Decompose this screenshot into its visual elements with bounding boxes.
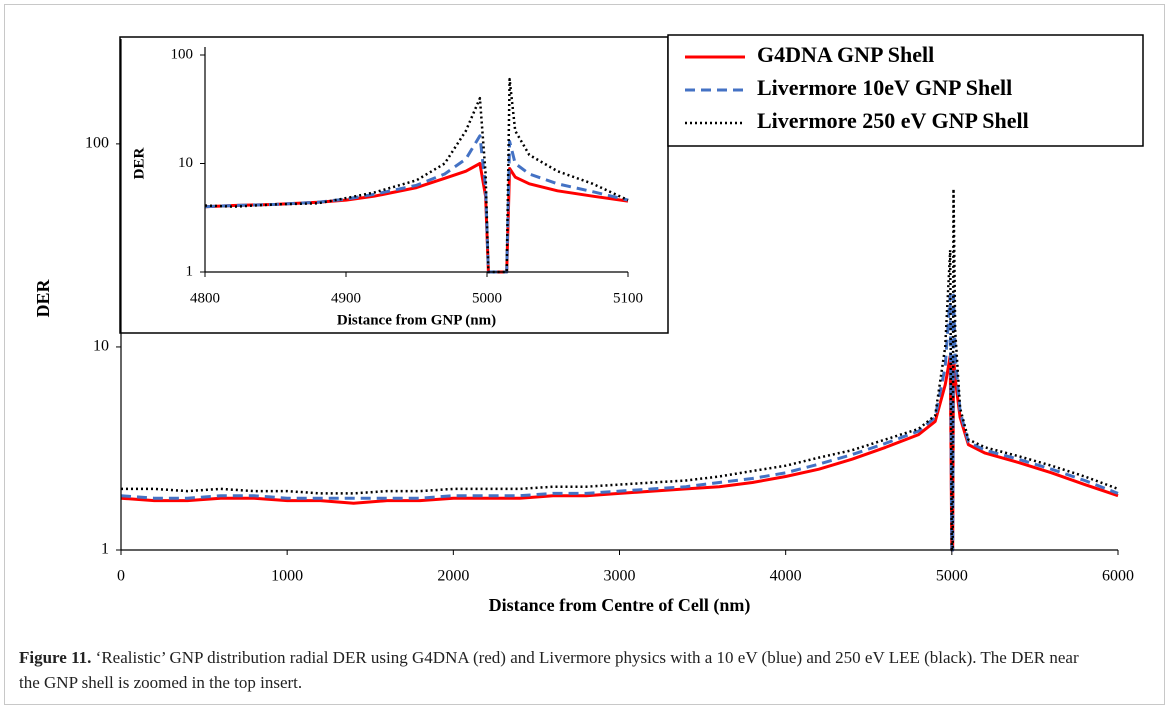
series-line (121, 187, 1119, 552)
y-tick-label: 1 (101, 541, 109, 558)
x-tick-label: 1000 (271, 568, 303, 585)
x-tick-label: 4000 (770, 568, 802, 585)
inset-frame (119, 36, 669, 334)
x-axis-title: Distance from GNP (nm) (337, 312, 496, 328)
x-axis-title: Distance from Centre of Cell (nm) (489, 595, 751, 616)
y-tick-label: 10 (178, 155, 193, 171)
figure-frame (4, 4, 1165, 705)
x-tick-label: 2000 (437, 568, 469, 585)
x-tick-label: 5000 (936, 568, 968, 585)
series-line (204, 134, 629, 274)
legend-box (667, 34, 1144, 147)
x-tick-label: 0 (117, 568, 125, 585)
caption-text: ‘Realistic’ GNP distribution radial DER … (19, 648, 1079, 692)
legend-label: Livermore 250 eV GNP Shell (757, 108, 1029, 133)
x-tick-label: 4800 (190, 290, 220, 306)
x-tick-label: 6000 (1102, 568, 1134, 585)
x-tick-label: 3000 (604, 568, 636, 585)
caption: Figure 11. ‘Realistic’ GNP distribution … (19, 645, 1094, 695)
y-tick-label: 1 (186, 263, 194, 279)
series-line (120, 354, 1119, 552)
y-tick-label: 100 (85, 135, 109, 152)
x-tick-label: 5000 (472, 290, 502, 306)
y-axis-title: DER (131, 147, 147, 179)
legend-label: G4DNA GNP Shell (757, 42, 934, 67)
x-tick-label: 5100 (613, 290, 643, 306)
legend-label: Livermore 10eV GNP Shell (757, 75, 1012, 100)
y-axis-title: DER (33, 279, 53, 318)
series-line (204, 77, 629, 274)
x-tick-label: 4900 (331, 290, 361, 306)
caption-label: Figure 11. (19, 648, 92, 667)
series-line (120, 293, 1119, 552)
y-tick-label: 10 (93, 338, 109, 355)
y-tick-label: 100 (171, 46, 194, 62)
